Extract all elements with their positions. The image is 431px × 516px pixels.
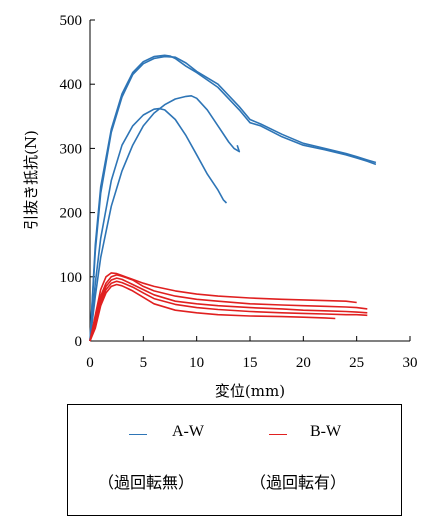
series-line-b-w-1 bbox=[89, 272, 357, 342]
legend-line-b-w bbox=[269, 434, 287, 435]
y-tick-label: 300 bbox=[60, 141, 83, 157]
series-line-a-w-1 bbox=[89, 54, 377, 342]
legend-label-a-w: A-W bbox=[172, 423, 204, 440]
series-line-b-w-2 bbox=[89, 274, 368, 342]
x-tick-label: 30 bbox=[403, 355, 418, 371]
series-layer bbox=[89, 54, 377, 342]
y-tick-label: 400 bbox=[60, 77, 83, 93]
legend-line-a-w bbox=[129, 434, 147, 435]
series-line-b-w-4 bbox=[89, 280, 368, 342]
x-tick-label: 0 bbox=[86, 355, 94, 371]
x-tick-label: 10 bbox=[189, 355, 204, 371]
y-tick-label: 100 bbox=[60, 270, 83, 286]
series-line-a-w-3 bbox=[89, 95, 241, 342]
y-tick-label: 500 bbox=[60, 13, 83, 29]
x-tick-label: 20 bbox=[296, 355, 311, 371]
legend-box: A-W B-W （過回転無） （過回転有） bbox=[67, 404, 402, 516]
y-tick-label: 0 bbox=[75, 334, 83, 350]
y-tick-label: 200 bbox=[60, 206, 83, 222]
series-line-b-w-5 bbox=[89, 283, 336, 342]
x-tick-label: 25 bbox=[349, 355, 364, 371]
legend-note-b-w: （過回転有） bbox=[250, 475, 347, 492]
series-line-a-w-4 bbox=[89, 107, 228, 342]
x-tick-label: 15 bbox=[243, 355, 258, 371]
series-line-b-w-3 bbox=[89, 277, 368, 342]
legend-label-b-w: B-W bbox=[310, 423, 342, 440]
legend-note-a-w: （過回転無） bbox=[98, 475, 195, 492]
y-axis-title: 引抜き抵抗(N) bbox=[22, 130, 40, 230]
x-axis-title: 変位(mm) bbox=[215, 382, 285, 400]
series-line-a-w-2 bbox=[89, 55, 377, 342]
x-tick-label: 5 bbox=[140, 355, 148, 371]
